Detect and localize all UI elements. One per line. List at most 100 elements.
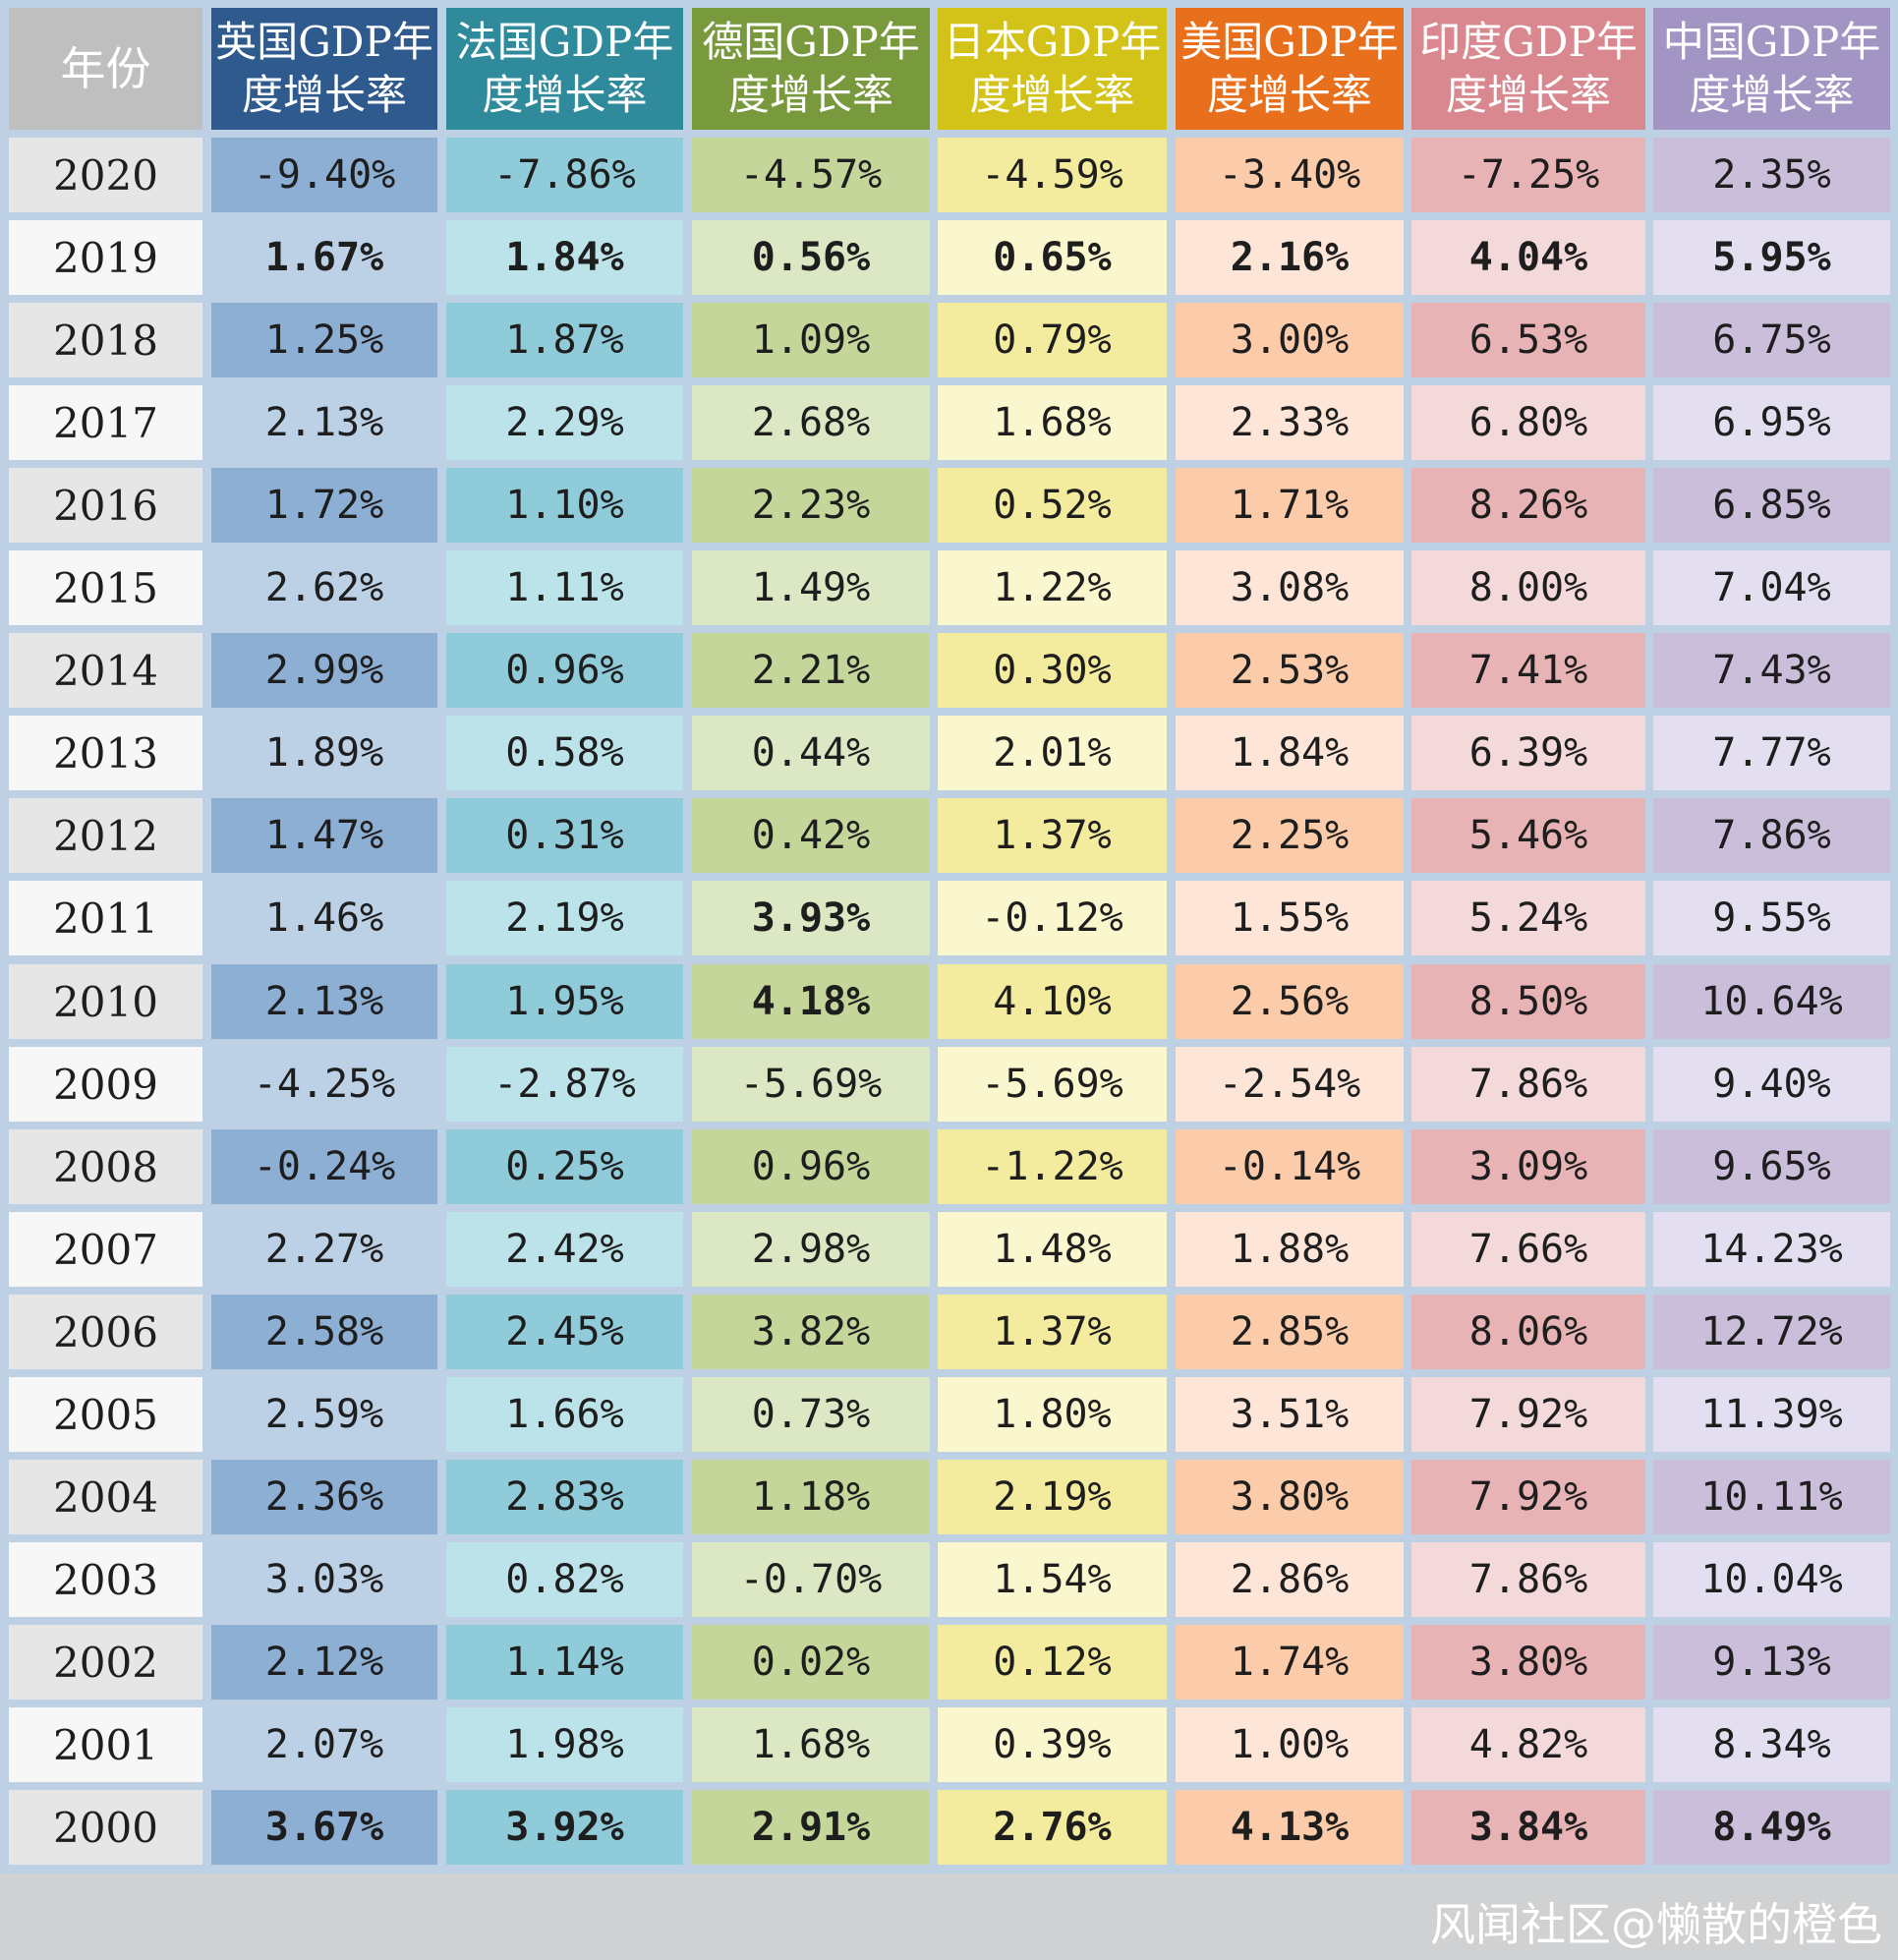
value-cell: 10.11% [1653, 1460, 1890, 1534]
value-cell: 10.64% [1653, 964, 1890, 1039]
value-cell: 2.53% [1176, 633, 1404, 708]
value-cell: 1.14% [446, 1625, 683, 1700]
value-cell: 2.83% [446, 1460, 683, 1534]
value-cell: 1.89% [211, 716, 437, 790]
value-cell: 9.55% [1653, 881, 1890, 955]
value-cell: 2.59% [211, 1377, 437, 1452]
value-cell: 2.23% [692, 468, 930, 543]
value-cell: 1.49% [692, 550, 930, 625]
year-cell: 2014 [9, 633, 202, 708]
value-cell: 1.71% [1176, 468, 1404, 543]
value-cell: 1.22% [938, 550, 1167, 625]
value-cell: 1.95% [446, 964, 683, 1039]
value-cell: 1.66% [446, 1377, 683, 1452]
year-cell: 2019 [9, 220, 202, 295]
value-cell: 8.50% [1411, 964, 1645, 1039]
year-cell: 2000 [9, 1790, 202, 1865]
value-cell: 1.47% [211, 798, 437, 873]
value-cell: -4.57% [692, 138, 930, 212]
value-cell: 2.25% [1176, 798, 1404, 873]
value-cell: 3.03% [211, 1542, 437, 1617]
value-cell: 0.65% [938, 220, 1167, 295]
value-cell: 2.13% [211, 964, 437, 1039]
value-cell: -0.24% [211, 1129, 437, 1204]
value-cell: 1.80% [938, 1377, 1167, 1452]
value-cell: 7.92% [1411, 1460, 1645, 1534]
value-cell: 8.34% [1653, 1707, 1890, 1782]
value-cell: 14.23% [1653, 1212, 1890, 1287]
value-cell: 1.67% [211, 220, 437, 295]
value-cell: 8.49% [1653, 1790, 1890, 1865]
year-cell: 2005 [9, 1377, 202, 1452]
value-cell: 2.16% [1176, 220, 1404, 295]
value-cell: 9.65% [1653, 1129, 1890, 1204]
value-cell: 7.77% [1653, 716, 1890, 790]
value-cell: -1.22% [938, 1129, 1167, 1204]
value-cell: 1.11% [446, 550, 683, 625]
column-header: 德国GDP年度增长率 [692, 8, 930, 130]
value-cell: 0.73% [692, 1377, 930, 1452]
year-cell: 2015 [9, 550, 202, 625]
value-cell: 9.40% [1653, 1047, 1890, 1122]
value-cell: 1.37% [938, 798, 1167, 873]
value-cell: 7.66% [1411, 1212, 1645, 1287]
value-cell: 0.96% [446, 633, 683, 708]
year-cell: 2013 [9, 716, 202, 790]
value-cell: 1.74% [1176, 1625, 1404, 1700]
value-cell: 6.75% [1653, 303, 1890, 377]
value-cell: 0.30% [938, 633, 1167, 708]
value-cell: 1.00% [1176, 1707, 1404, 1782]
value-cell: 1.87% [446, 303, 683, 377]
value-cell: 1.55% [1176, 881, 1404, 955]
value-cell: 2.62% [211, 550, 437, 625]
value-cell: 7.86% [1411, 1047, 1645, 1122]
value-cell: 7.92% [1411, 1377, 1645, 1452]
value-cell: 3.80% [1411, 1625, 1645, 1700]
value-cell: 2.33% [1176, 385, 1404, 460]
value-cell: -5.69% [938, 1047, 1167, 1122]
value-cell: 0.31% [446, 798, 683, 873]
year-cell: 2010 [9, 964, 202, 1039]
value-cell: 3.93% [692, 881, 930, 955]
value-cell: 0.39% [938, 1707, 1167, 1782]
value-cell: 1.88% [1176, 1212, 1404, 1287]
value-cell: 4.10% [938, 964, 1167, 1039]
value-cell: 1.54% [938, 1542, 1167, 1617]
value-cell: 11.39% [1653, 1377, 1890, 1452]
year-cell: 2008 [9, 1129, 202, 1204]
value-cell: 2.85% [1176, 1295, 1404, 1369]
year-cell: 2011 [9, 881, 202, 955]
value-cell: 2.36% [211, 1460, 437, 1534]
value-cell: 0.56% [692, 220, 930, 295]
value-cell: 7.43% [1653, 633, 1890, 708]
value-cell: 1.84% [1176, 716, 1404, 790]
year-cell: 2017 [9, 385, 202, 460]
value-cell: -2.54% [1176, 1047, 1404, 1122]
value-cell: 2.27% [211, 1212, 437, 1287]
value-cell: 2.07% [211, 1707, 437, 1782]
value-cell: 0.79% [938, 303, 1167, 377]
value-cell: 9.13% [1653, 1625, 1890, 1700]
column-header: 日本GDP年度增长率 [938, 8, 1167, 130]
value-cell: 1.68% [938, 385, 1167, 460]
year-cell: 2006 [9, 1295, 202, 1369]
value-cell: 6.53% [1411, 303, 1645, 377]
year-cell: 2020 [9, 138, 202, 212]
value-cell: 6.80% [1411, 385, 1645, 460]
value-cell: 2.42% [446, 1212, 683, 1287]
value-cell: 3.92% [446, 1790, 683, 1865]
value-cell: 3.82% [692, 1295, 930, 1369]
value-cell: -2.87% [446, 1047, 683, 1122]
value-cell: 6.85% [1653, 468, 1890, 543]
value-cell: 2.45% [446, 1295, 683, 1369]
value-cell: 5.95% [1653, 220, 1890, 295]
value-cell: 10.04% [1653, 1542, 1890, 1617]
value-cell: 0.12% [938, 1625, 1167, 1700]
value-cell: 3.51% [1176, 1377, 1404, 1452]
column-header: 美国GDP年度增长率 [1176, 8, 1404, 130]
value-cell: -0.14% [1176, 1129, 1404, 1204]
value-cell: 2.91% [692, 1790, 930, 1865]
value-cell: 2.68% [692, 385, 930, 460]
growth-table: 年份 英国GDP年度增长率 法国GDP年度增长率 德国GDP年度增长率 日本GDP年度增… [0, 0, 1898, 1874]
value-cell: 4.04% [1411, 220, 1645, 295]
